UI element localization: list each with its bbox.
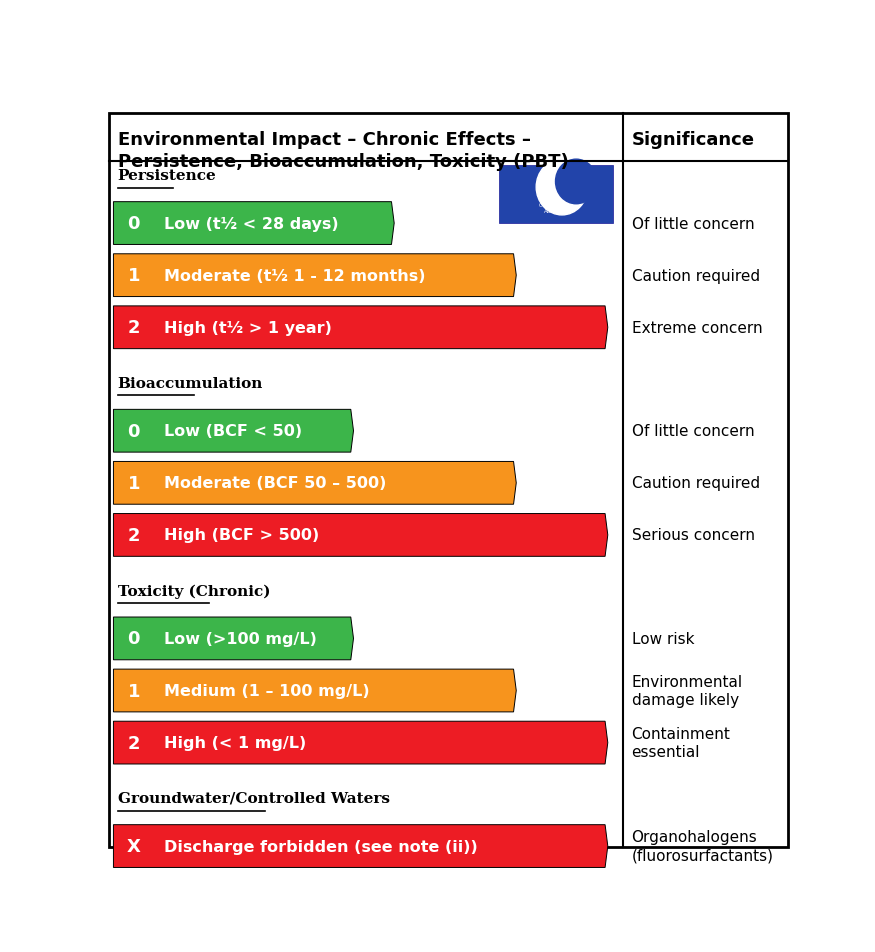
Text: Civil Aviation
Authority: Civil Aviation Authority	[539, 203, 573, 213]
Text: 0: 0	[128, 423, 140, 440]
Text: Caution required: Caution required	[632, 476, 760, 491]
Text: Caution required: Caution required	[632, 268, 760, 284]
Polygon shape	[114, 514, 608, 557]
Polygon shape	[114, 254, 516, 297]
Text: Groundwater/Controlled Waters: Groundwater/Controlled Waters	[117, 791, 389, 805]
Text: Of little concern: Of little concern	[632, 424, 754, 439]
Text: Bioaccumulation: Bioaccumulation	[117, 376, 262, 390]
Text: 1: 1	[128, 267, 140, 285]
Polygon shape	[114, 824, 608, 867]
Text: Moderate (t½ 1 - 12 months): Moderate (t½ 1 - 12 months)	[164, 268, 426, 284]
Text: High (BCF > 500): High (BCF > 500)	[164, 527, 319, 543]
Text: Persistence: Persistence	[117, 169, 216, 183]
Text: Discharge forbidden (see note (ii)): Discharge forbidden (see note (ii))	[164, 839, 478, 854]
Text: Organohalogens
(fluorosurfactants): Organohalogens (fluorosurfactants)	[632, 829, 774, 863]
Text: Extreme concern: Extreme concern	[632, 321, 762, 335]
Polygon shape	[114, 462, 516, 505]
Text: Moderate (BCF 50 – 500): Moderate (BCF 50 – 500)	[164, 476, 387, 491]
Text: Significance: Significance	[632, 131, 754, 149]
FancyBboxPatch shape	[500, 166, 613, 225]
Text: Environmental Impact – Chronic Effects –
Persistence, Bioaccumulation, Toxicity : Environmental Impact – Chronic Effects –…	[117, 131, 568, 171]
Text: Low (t½ < 28 days): Low (t½ < 28 days)	[164, 216, 339, 231]
Text: Of little concern: Of little concern	[632, 216, 754, 231]
Text: Low (>100 mg/L): Low (>100 mg/L)	[164, 631, 317, 646]
Text: 2: 2	[128, 319, 140, 337]
Polygon shape	[114, 410, 354, 452]
FancyBboxPatch shape	[109, 114, 788, 847]
Text: Serious concern: Serious concern	[632, 527, 754, 543]
Polygon shape	[114, 617, 354, 660]
Text: 1: 1	[128, 474, 140, 492]
Circle shape	[536, 160, 588, 216]
Text: Environmental
damage likely: Environmental damage likely	[632, 674, 743, 707]
Text: High (t½ > 1 year): High (t½ > 1 year)	[164, 321, 332, 335]
Text: Containment
essential: Containment essential	[632, 726, 731, 760]
Polygon shape	[114, 722, 608, 764]
Polygon shape	[114, 307, 608, 349]
Text: 2: 2	[128, 734, 140, 752]
Text: High (< 1 mg/L): High (< 1 mg/L)	[164, 735, 306, 750]
Text: 1: 1	[128, 682, 140, 700]
Text: Toxicity (Chronic): Toxicity (Chronic)	[117, 584, 270, 598]
Polygon shape	[114, 669, 516, 712]
Circle shape	[556, 160, 597, 205]
Polygon shape	[114, 203, 394, 246]
Text: 0: 0	[128, 629, 140, 647]
Text: Low risk: Low risk	[632, 631, 694, 646]
Text: 2: 2	[128, 526, 140, 545]
Text: Low (BCF < 50): Low (BCF < 50)	[164, 424, 303, 439]
Text: X: X	[127, 837, 141, 855]
Text: 0: 0	[128, 215, 140, 233]
Text: Medium (1 – 100 mg/L): Medium (1 – 100 mg/L)	[164, 684, 370, 698]
